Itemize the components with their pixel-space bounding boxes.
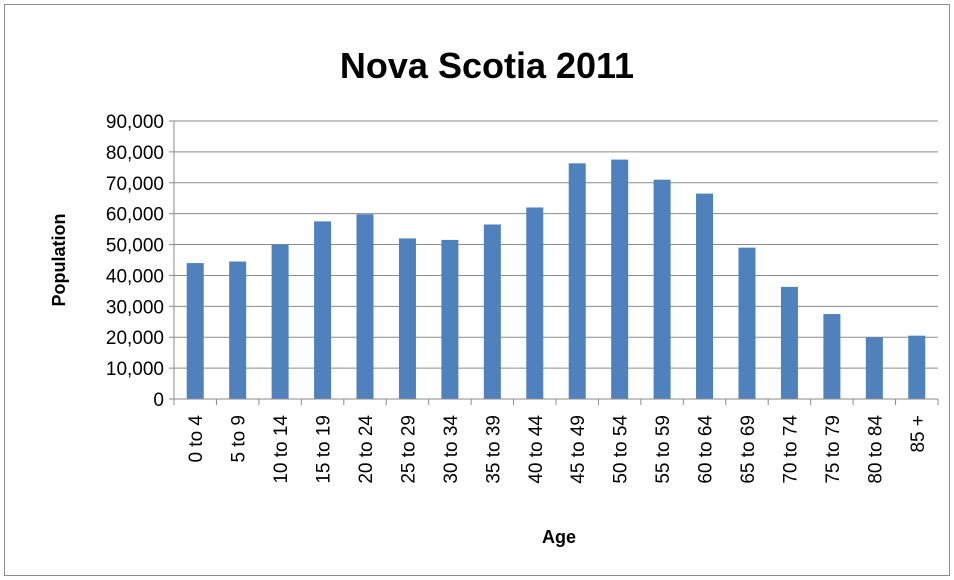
bar <box>271 244 289 399</box>
x-tick-label: 80 to 84 <box>865 415 886 484</box>
x-tick-label: 60 to 64 <box>696 415 717 484</box>
x-tick-label: 30 to 34 <box>441 415 462 484</box>
bar <box>186 263 204 399</box>
y-tick-label: 30,000 <box>106 297 164 318</box>
bar <box>398 238 416 399</box>
y-axis-title: Population <box>49 214 69 307</box>
gridlines <box>169 120 938 400</box>
x-axis-title: Age <box>542 527 576 547</box>
bar <box>483 224 501 399</box>
x-tick-label: 35 to 39 <box>483 415 504 484</box>
y-tick-label: 50,000 <box>106 236 164 257</box>
x-tick-labels: 0 to 4 5 to 9 10 to 14 15 to 19 20 to 24 25 t… <box>186 415 929 484</box>
x-tick-label: 85 + <box>908 415 929 453</box>
x-tick-label: 0 to 4 <box>186 415 207 463</box>
bar <box>780 286 798 399</box>
y-tick-label: 10,000 <box>106 359 164 380</box>
x-tick-label: 75 to 79 <box>823 415 844 484</box>
y-tick-label: 90,000 <box>106 112 164 133</box>
y-tick-label: 0 <box>153 390 164 411</box>
bar <box>908 335 926 399</box>
bar <box>865 337 883 399</box>
x-tick-label: 55 to 59 <box>653 415 674 484</box>
y-tick-label: 60,000 <box>106 205 164 226</box>
x-tick-label: 65 to 69 <box>738 415 759 484</box>
x-tick-label: 40 to 44 <box>526 415 547 484</box>
bar <box>229 261 247 399</box>
bar <box>441 239 459 399</box>
x-tick-label: 20 to 24 <box>356 415 377 484</box>
y-tick-label: 40,000 <box>106 266 164 287</box>
bar <box>738 247 756 399</box>
bar <box>356 214 374 399</box>
bar <box>823 314 841 399</box>
bar <box>696 193 714 399</box>
x-tick-label: 10 to 14 <box>271 415 292 484</box>
bars <box>186 159 926 399</box>
y-tick-label: 80,000 <box>106 143 164 164</box>
y-tick-label: 70,000 <box>106 174 164 195</box>
axes <box>173 121 939 405</box>
bar <box>611 159 629 399</box>
bar <box>314 221 332 399</box>
x-tick-label: 15 to 19 <box>314 415 335 484</box>
bar <box>568 163 586 399</box>
x-tick-label: 50 to 54 <box>611 415 632 484</box>
x-tick-label: 5 to 9 <box>229 415 250 463</box>
bar <box>526 207 544 399</box>
y-tick-labels: 0 10,000 20,000 30,000 40,000 50,000 60,000 70,… <box>106 112 164 411</box>
x-tick-label: 70 to 74 <box>780 415 801 484</box>
x-tick-label: 25 to 29 <box>398 415 419 484</box>
chart-title: Nova Scotia 2011 <box>340 45 634 86</box>
bar <box>653 179 671 399</box>
y-tick-label: 20,000 <box>106 328 164 349</box>
x-tick-label: 45 to 49 <box>568 415 589 484</box>
